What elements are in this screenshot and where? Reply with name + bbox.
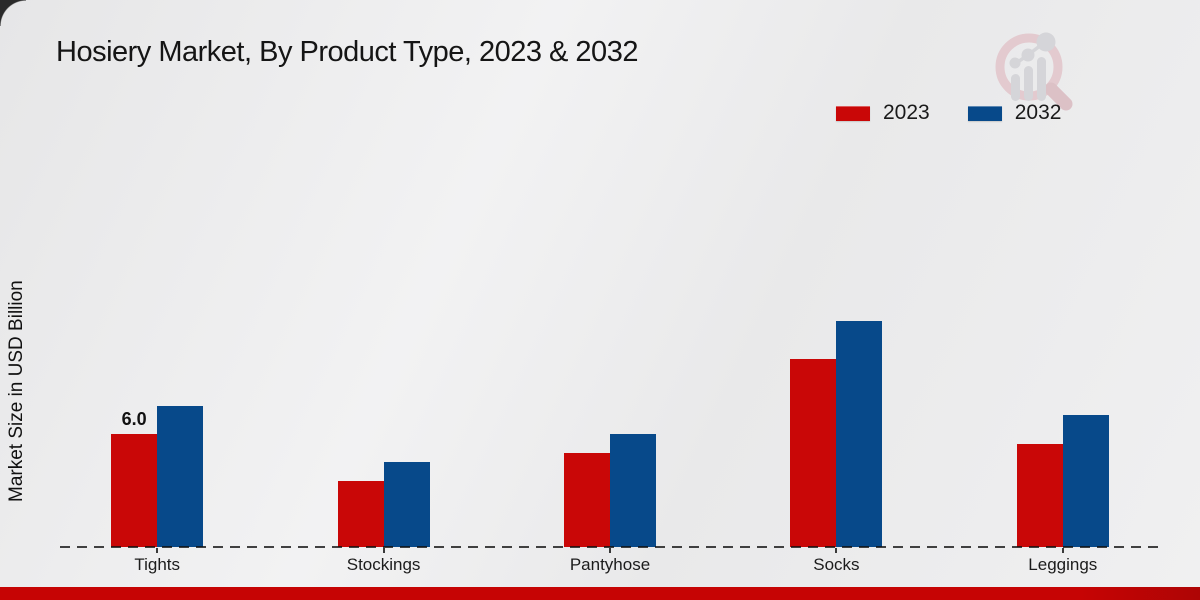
logo-bar-large (1037, 57, 1046, 101)
legend-item-2023: 2023 (836, 101, 930, 125)
category-label-pantyhose: Pantyhose (569, 555, 651, 574)
x-axis-baseline (60, 546, 1158, 548)
category-label-leggings: Leggings (1028, 555, 1098, 574)
legend-item-2032: 2032 (967, 101, 1062, 125)
y-axis-label: Market Size in USD Billion (6, 280, 27, 502)
legend-swatch-2032 (967, 105, 1002, 121)
axis-tick-socks (835, 548, 838, 553)
magnifier-handle (1044, 82, 1073, 111)
legend-label: 2032 (1014, 101, 1062, 124)
chart-title: Hosiery Market, By Product Type, 2023 & … (56, 36, 638, 68)
logo-dot-3 (1036, 32, 1056, 52)
bar-2032-pantyhose (610, 434, 656, 547)
bar-2023-stockings (337, 481, 384, 547)
logo-bar-medium (1024, 66, 1033, 101)
legend: 2023 2032 (836, 101, 1061, 125)
axis-tick-stockings (382, 548, 385, 553)
bar-2032-tights (157, 406, 204, 547)
bar-2023-tights (111, 434, 158, 547)
category-label-stockings: Stockings (346, 555, 421, 574)
footer-strip (0, 587, 1200, 600)
page-corner-decoration (0, 0, 26, 26)
bar-value-label-2023-tights: 6.0 (121, 409, 147, 429)
market-research-magnifier-logo (995, 32, 1073, 111)
category-label-socks: Socks (813, 555, 860, 574)
axis-tick-leggings (1061, 548, 1064, 553)
axis-tick-tights (156, 548, 159, 553)
logo-bar-small (1011, 74, 1020, 101)
axis-tick-pantyhose (609, 548, 611, 553)
bar-2032-stockings (383, 462, 430, 547)
bar-2023-pantyhose (564, 453, 610, 547)
bar-2023-socks (790, 359, 837, 547)
legend-label: 2023 (883, 101, 930, 124)
logo-dot-1 (1009, 57, 1021, 69)
bar-2023-leggings (1016, 444, 1063, 547)
logo-dot-2 (1021, 48, 1035, 62)
category-label-tights: Tights (134, 555, 181, 574)
bar-2032-socks (836, 321, 883, 547)
bar-2032-leggings (1062, 415, 1109, 547)
legend-swatch-2023 (836, 105, 870, 121)
